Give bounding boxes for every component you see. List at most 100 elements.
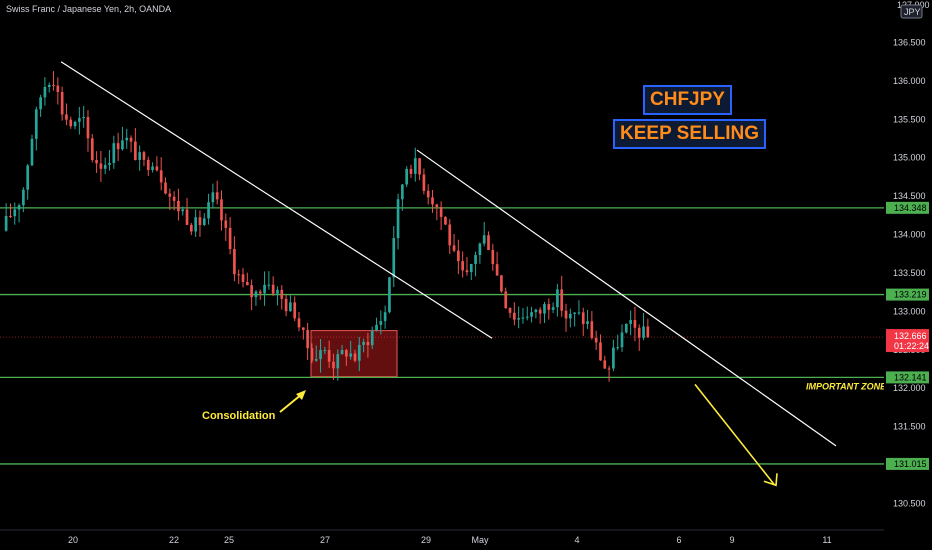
price-tick-2: 131.500 [893, 422, 926, 432]
candle-body [103, 164, 107, 169]
candle-body [26, 165, 30, 190]
candle-body [517, 318, 520, 320]
candle-body [13, 209, 17, 217]
candle-body [508, 308, 512, 313]
level-badge-label-1: 133.219 [894, 290, 927, 300]
candle-body [646, 326, 650, 338]
candle-body [401, 184, 404, 200]
candle-body [90, 138, 94, 161]
price-tick-3: 132.000 [893, 383, 926, 393]
candle-body [469, 263, 473, 273]
candle-body [379, 321, 383, 325]
level-badge-1 [886, 288, 929, 301]
candle-body [250, 285, 253, 298]
price-tick-5: 133.000 [893, 306, 926, 316]
candle-body [573, 312, 576, 314]
candle-body [422, 174, 426, 191]
candle-body [99, 163, 103, 169]
level-badge-0 [886, 201, 929, 214]
candle-body [435, 204, 439, 207]
candle-body [116, 143, 120, 150]
candle-body [543, 304, 546, 314]
candle-body [228, 227, 232, 250]
candle-body [168, 193, 172, 197]
time-tick-7: 6 [676, 535, 681, 545]
candle-body [362, 341, 365, 345]
consolidation-arrow-head [296, 390, 306, 400]
candle-body [327, 350, 331, 362]
important-zone-label: IMPORTANT ZONE [806, 381, 887, 391]
candle-body [349, 353, 353, 357]
candle-body [297, 318, 301, 328]
price-tick-11: 136.000 [893, 76, 926, 86]
candle-body [30, 138, 34, 166]
candle-body [34, 109, 38, 139]
candle-body [289, 302, 292, 312]
candle-body [108, 162, 111, 165]
candle-body [258, 291, 262, 294]
candle-body [4, 215, 8, 231]
candle-body [280, 289, 284, 299]
candle-body [353, 353, 357, 361]
candle-body [568, 313, 572, 319]
candle-body [624, 323, 628, 333]
trendline-2 [416, 149, 837, 447]
candle-body [159, 170, 163, 183]
candle-body [125, 137, 129, 141]
candle-body [599, 342, 602, 361]
candlestick-series [4, 71, 650, 382]
candle-body [95, 160, 98, 164]
candle-body [22, 189, 25, 206]
candle-body [211, 192, 215, 203]
price-tick-8: 134.500 [893, 191, 926, 201]
candle-body [405, 168, 409, 185]
candle-body [198, 217, 202, 225]
candle-body [439, 206, 443, 217]
candle-body [594, 337, 598, 343]
candle-body [254, 291, 258, 298]
candle-body [607, 368, 611, 370]
candle-body [202, 218, 206, 225]
candle-body [86, 117, 90, 139]
candle-body [65, 114, 68, 120]
candle-body [457, 250, 460, 262]
candle-body [190, 224, 193, 232]
candle-body [78, 118, 81, 122]
candle-body [612, 347, 615, 369]
consolidation-arrow [279, 393, 303, 413]
time-tick-4: 29 [421, 535, 431, 545]
candle-body [577, 312, 581, 314]
currency-label: JPY [904, 7, 921, 17]
candle-body [366, 341, 370, 346]
candle-body [47, 84, 51, 88]
candle-body [620, 332, 624, 348]
candle-body [616, 347, 620, 349]
candle-body [530, 312, 533, 317]
candle-body [461, 261, 464, 271]
candle-body [448, 224, 452, 246]
candle-body [413, 158, 417, 174]
pair-tag: CHFJPY [643, 85, 732, 115]
level-badge-2 [886, 371, 929, 384]
candle-body [551, 307, 555, 310]
candle-body [478, 243, 482, 256]
candle-body [237, 274, 241, 276]
candle-body [301, 327, 305, 330]
support-resistance-levels: IMPORTANT ZONE [0, 207, 887, 465]
candle-body [52, 84, 55, 86]
candle-body [39, 97, 42, 110]
candle-body [525, 316, 529, 318]
candle-body [564, 310, 568, 319]
candle-body [172, 196, 176, 201]
candle-body [581, 312, 585, 325]
candle-body [586, 321, 589, 325]
current-price-badge [886, 329, 929, 353]
current-price-value: 132.666 [894, 331, 927, 341]
candle-body [306, 329, 309, 349]
projection-arrow-head [763, 473, 778, 487]
candle-body [388, 277, 391, 313]
price-tick-12: 136.500 [893, 38, 926, 48]
candle-body [138, 152, 141, 160]
candle-body [375, 324, 378, 331]
